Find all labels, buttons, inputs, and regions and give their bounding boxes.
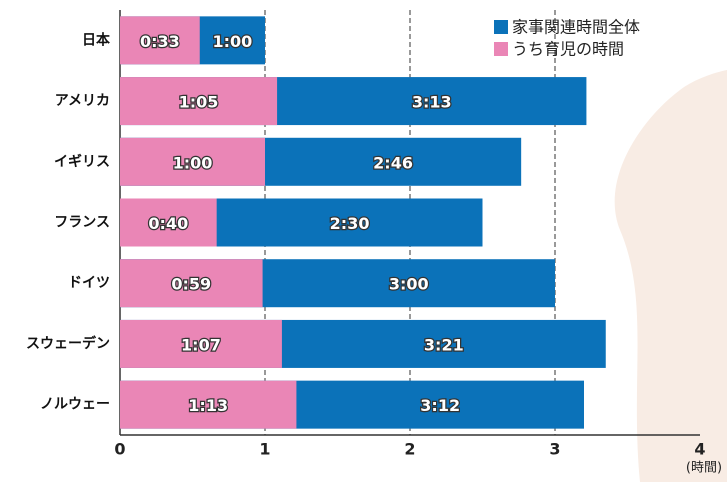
- x-tick-label: 4: [694, 440, 705, 459]
- y-tick-label: アメリカ: [55, 93, 110, 109]
- x-tick-label: 3: [549, 440, 560, 459]
- legend-label: うち育児の時間: [512, 40, 624, 59]
- value-label: 2:30: [330, 214, 370, 233]
- x-tick-label: 0: [114, 440, 125, 459]
- x-tick-label: 2: [404, 440, 415, 459]
- bar: [120, 137, 265, 186]
- y-tick-label: スウェーデン: [26, 335, 110, 352]
- value-label: 0:40: [148, 214, 188, 233]
- x-tick-label: 1: [259, 440, 270, 459]
- bar: [120, 259, 263, 308]
- value-label: 1:00: [173, 153, 213, 172]
- x-axis-label: (時間): [686, 461, 722, 476]
- bar: [120, 380, 297, 429]
- value-label: 3:12: [420, 396, 460, 415]
- value-label: 1:07: [181, 335, 221, 354]
- value-label: 1:00: [212, 32, 252, 51]
- value-label: 3:13: [412, 93, 452, 112]
- value-label: 3:00: [389, 275, 429, 294]
- y-tick-label: 日本: [82, 31, 111, 48]
- bar: [120, 16, 200, 65]
- value-label: 1:05: [179, 93, 219, 112]
- bar: [120, 319, 282, 368]
- bar: [120, 77, 278, 126]
- legend-swatch: [494, 20, 508, 34]
- legend-swatch: [494, 42, 508, 56]
- bar: [120, 198, 217, 247]
- value-label: 1:13: [188, 396, 228, 415]
- background-silhouette: [614, 70, 727, 482]
- y-tick-label: ドイツ: [68, 275, 110, 291]
- value-label: 3:21: [424, 335, 464, 354]
- value-label: 2:46: [373, 153, 413, 172]
- legend-label: 家事関連時間全体: [512, 18, 640, 37]
- y-tick-label: フランス: [54, 215, 110, 231]
- y-tick-label: ノルウェー: [40, 397, 110, 413]
- value-label: 0:33: [140, 32, 180, 51]
- y-tick-label: イギリス: [54, 153, 110, 170]
- value-label: 0:59: [171, 275, 211, 294]
